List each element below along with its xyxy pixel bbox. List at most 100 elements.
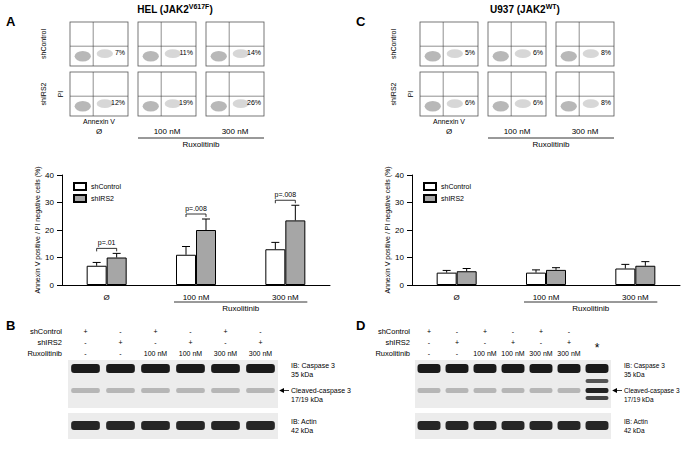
svg-text:-: - (119, 350, 122, 357)
svg-text:17/19 kDa: 17/19 kDa (624, 396, 654, 403)
svg-text:shControl: shControl (441, 183, 471, 190)
svg-text:100 nM: 100 nM (144, 350, 168, 357)
svg-text:40: 40 (45, 171, 54, 180)
svg-text:-: - (512, 328, 515, 335)
svg-text:Ø: Ø (454, 293, 460, 302)
svg-text:HEL (JAK2V617F): HEL (JAK2V617F) (137, 3, 212, 15)
svg-text:+: + (188, 339, 192, 346)
svg-text:35 kDa: 35 kDa (291, 371, 313, 378)
svg-text:+: + (83, 328, 87, 335)
svg-text:+: + (118, 339, 122, 346)
svg-text:+: + (427, 328, 431, 335)
svg-text:30: 30 (45, 198, 54, 207)
svg-text:Ø: Ø (104, 293, 110, 302)
svg-text:p=.008: p=.008 (275, 191, 297, 199)
svg-text:Annexin V: Annexin V (83, 118, 115, 125)
svg-text:Cleaved-caspase 3: Cleaved-caspase 3 (291, 387, 351, 395)
svg-text:11%: 11% (180, 49, 194, 56)
svg-text:shIRS2: shIRS2 (37, 338, 62, 347)
svg-text:100 nM: 100 nM (154, 127, 181, 136)
svg-text:+: + (511, 339, 515, 346)
svg-text:*: * (595, 341, 600, 355)
svg-text:shControl: shControl (40, 29, 47, 59)
svg-text:-: - (456, 328, 459, 335)
svg-text:-: - (154, 339, 157, 346)
svg-text:10: 10 (45, 253, 54, 262)
svg-text:5%: 5% (465, 49, 475, 56)
svg-text:p=.008: p=.008 (185, 205, 207, 213)
svg-text:+: + (153, 328, 157, 335)
svg-text:300 nM: 300 nM (272, 293, 299, 302)
svg-text:Ruxolitinib: Ruxolitinib (183, 140, 220, 149)
svg-text:+: + (455, 339, 459, 346)
svg-text:17/19 kDa: 17/19 kDa (291, 396, 323, 403)
svg-text:p=.01: p=.01 (98, 239, 116, 247)
svg-text:100 nM: 100 nM (501, 350, 525, 357)
svg-text:Ø: Ø (446, 127, 452, 136)
svg-text:Annexin V positive / PI negati: Annexin V positive / PI negative cells (… (34, 166, 42, 293)
svg-text:300 nM: 300 nM (529, 350, 553, 357)
svg-text:42 kDa: 42 kDa (624, 427, 645, 434)
svg-text:shControl: shControl (91, 183, 121, 190)
svg-text:-: - (456, 350, 459, 357)
svg-text:35 kDa: 35 kDa (624, 371, 645, 378)
svg-text:shIRS2: shIRS2 (40, 82, 47, 105)
svg-text:Ruxolitinib: Ruxolitinib (27, 349, 62, 358)
svg-text:shControl: shControl (390, 29, 397, 59)
svg-text:0: 0 (50, 281, 55, 290)
svg-text:-: - (540, 339, 543, 346)
svg-text:-: - (259, 328, 262, 335)
svg-text:U937 (JAK2WT): U937 (JAK2WT) (490, 3, 560, 15)
svg-text:shIRS2: shIRS2 (91, 195, 114, 202)
svg-text:+: + (223, 328, 227, 335)
svg-text:20: 20 (45, 226, 54, 235)
svg-text:-: - (189, 328, 192, 335)
svg-text:300 nM: 300 nM (572, 127, 599, 136)
svg-text:-: - (484, 339, 487, 346)
svg-text:Ruxolitinib: Ruxolitinib (222, 304, 259, 313)
svg-text:100 nM: 100 nM (179, 350, 203, 357)
svg-text:30: 30 (395, 198, 404, 207)
svg-text:Ruxolitinib: Ruxolitinib (572, 304, 609, 313)
svg-text:shControl: shControl (30, 327, 62, 336)
svg-text:100 nM: 100 nM (504, 127, 531, 136)
svg-text:-: - (428, 339, 431, 346)
svg-text:6%: 6% (533, 49, 543, 56)
svg-text:IB: Actin: IB: Actin (291, 418, 317, 425)
svg-text:19%: 19% (179, 99, 193, 106)
svg-text:+: + (483, 328, 487, 335)
svg-text:A: A (6, 14, 16, 29)
svg-text:-: - (119, 328, 122, 335)
svg-text:Ruxolitinib: Ruxolitinib (533, 140, 570, 149)
svg-text:Annexin V: Annexin V (433, 118, 465, 125)
svg-text:+: + (258, 339, 262, 346)
svg-text:Cleaved-caspase 3: Cleaved-caspase 3 (624, 387, 680, 395)
svg-text:8%: 8% (601, 99, 611, 106)
svg-text:300 nM: 300 nM (214, 350, 238, 357)
svg-text:40: 40 (395, 171, 404, 180)
svg-text:IB: Actin: IB: Actin (624, 418, 648, 425)
svg-text:-: - (84, 339, 87, 346)
svg-text:B: B (6, 318, 15, 333)
svg-text:42 kDa: 42 kDa (291, 427, 313, 434)
svg-text:Ø: Ø (96, 127, 102, 136)
svg-text:300 nM: 300 nM (222, 127, 249, 136)
svg-text:12%: 12% (111, 99, 125, 106)
svg-text:300 nM: 300 nM (557, 350, 581, 357)
svg-text:PI: PI (57, 91, 64, 98)
svg-text:shIRS2: shIRS2 (385, 338, 410, 347)
svg-text:10: 10 (395, 253, 404, 262)
svg-text:6%: 6% (465, 99, 475, 106)
svg-text:-: - (84, 350, 87, 357)
svg-text:300 nM: 300 nM (622, 293, 649, 302)
svg-text:shIRS2: shIRS2 (441, 195, 464, 202)
svg-text:IB: Caspase 3: IB: Caspase 3 (624, 362, 665, 370)
svg-text:20: 20 (395, 226, 404, 235)
svg-text:26%: 26% (247, 99, 261, 106)
svg-text:-: - (224, 339, 227, 346)
svg-text:0: 0 (400, 281, 405, 290)
svg-text:-: - (428, 350, 431, 357)
svg-text:IB: Caspase 3: IB: Caspase 3 (291, 362, 335, 370)
svg-text:100 nM: 100 nM (183, 293, 210, 302)
svg-text:14%: 14% (247, 49, 261, 56)
